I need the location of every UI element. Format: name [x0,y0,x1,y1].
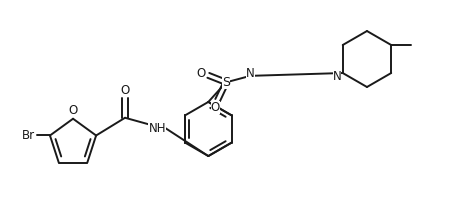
Text: NH: NH [148,122,166,135]
Text: Br: Br [22,129,35,142]
Text: O: O [68,104,78,117]
Text: N: N [333,70,342,83]
Text: S: S [222,76,230,89]
Text: O: O [197,67,206,79]
Text: O: O [120,84,130,97]
Text: N: N [246,67,255,79]
Text: O: O [211,102,220,114]
